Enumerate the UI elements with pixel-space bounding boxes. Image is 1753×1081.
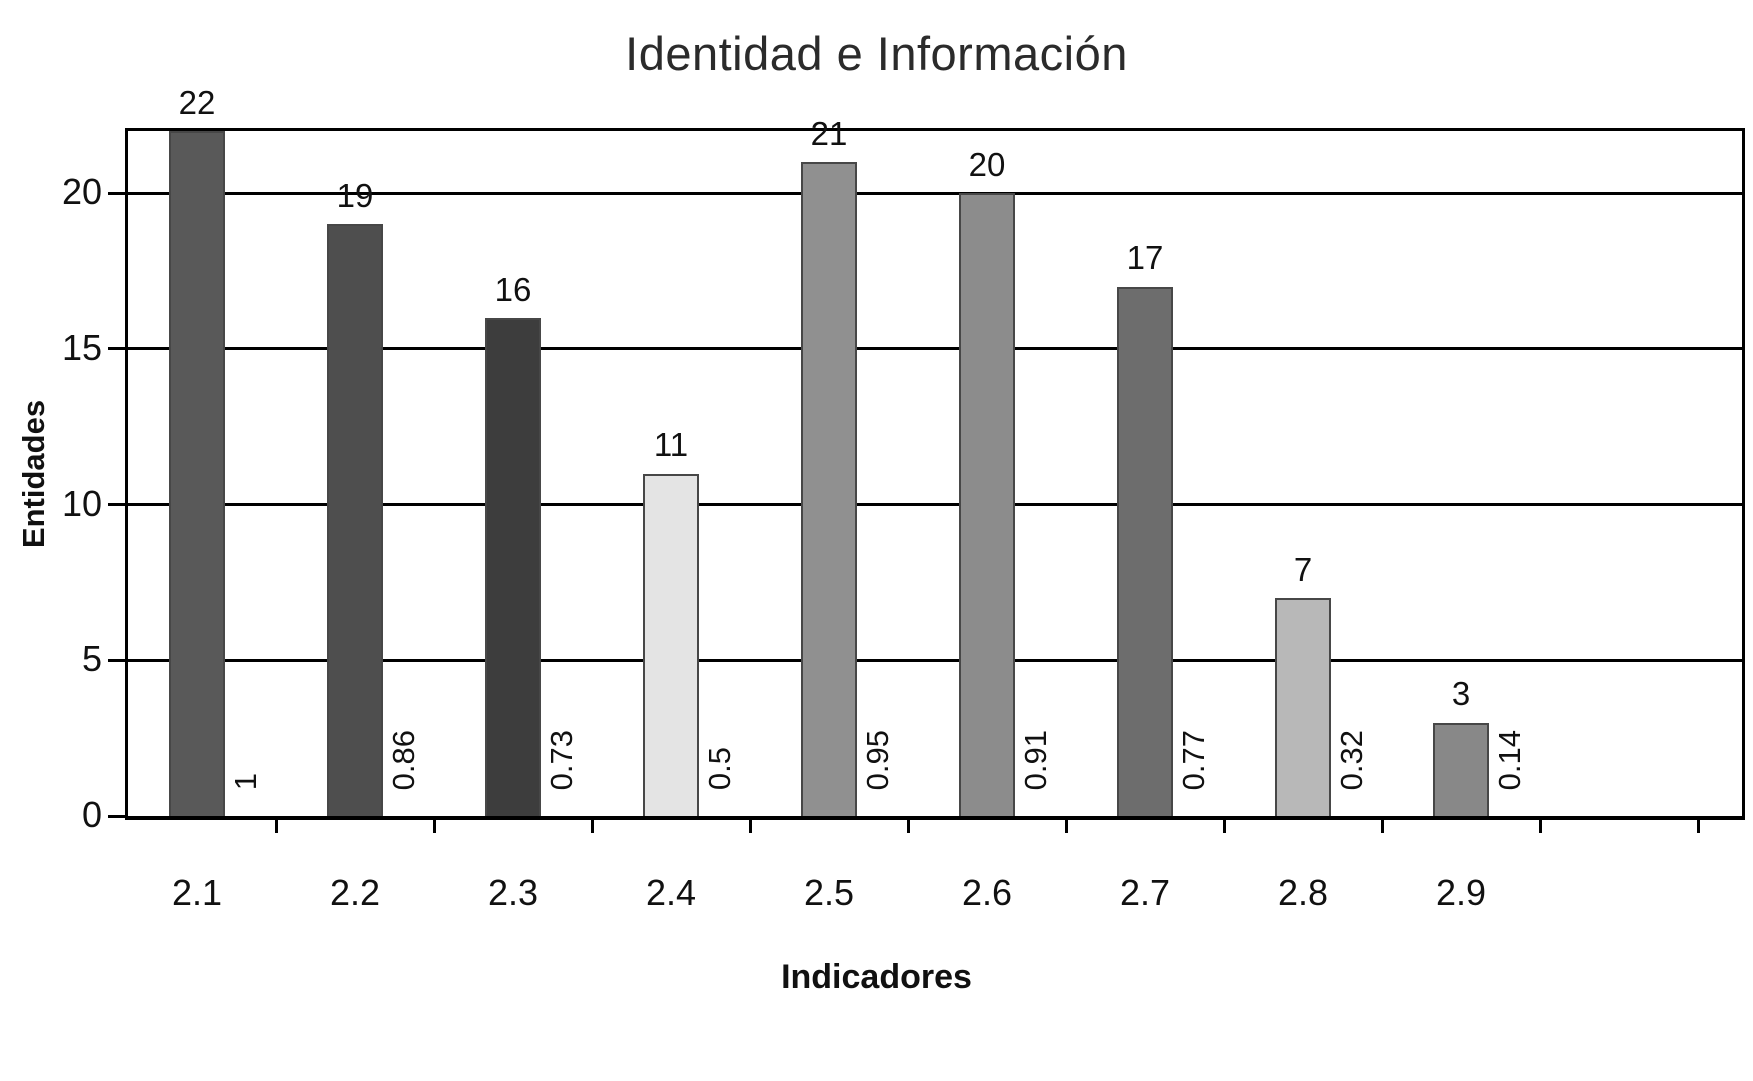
x-tick-mark (1696, 820, 1700, 833)
bar-value-label: 21 (810, 114, 848, 152)
bar-side-label: 0.32 (1334, 729, 1369, 790)
bar (801, 162, 857, 816)
x-tick-label: 2.8 (1277, 872, 1329, 913)
x-tick-label: 2.1 (171, 872, 223, 913)
x-tick-label: 2.2 (329, 872, 381, 913)
x-axis-title: Indicadores (781, 958, 972, 996)
y-tick-label: 15 (61, 326, 102, 368)
x-tick-mark (1538, 820, 1542, 833)
x-tick-mark (432, 820, 436, 833)
bar-value-label: 19 (336, 177, 374, 215)
bar-side-label: 0.95 (860, 729, 895, 790)
x-tick-label: 2.3 (487, 872, 539, 913)
bar (959, 193, 1015, 816)
bar-side-label: 0.91 (1018, 729, 1053, 790)
bar (327, 224, 383, 816)
bar-value-label: 7 (1293, 550, 1313, 588)
y-tick-label: 20 (61, 171, 102, 213)
x-tick-mark (1380, 820, 1384, 833)
chart-title: Identidad e Información (625, 27, 1128, 80)
y-tick-mark (108, 347, 125, 351)
x-tick-mark (1222, 820, 1226, 833)
y-tick-mark (108, 814, 125, 818)
bar-side-label: 0.73 (544, 729, 579, 790)
y-tick-label: 0 (81, 794, 102, 835)
x-tick-label: 2.5 (803, 872, 855, 913)
y-tick-mark (108, 191, 125, 195)
y-tick-mark (108, 503, 125, 507)
bar-side-label: 0.77 (1176, 729, 1211, 790)
gridline (128, 191, 1742, 195)
x-tick-label: 2.4 (645, 872, 697, 913)
bar-value-label: 16 (494, 270, 532, 308)
bar-value-label: 11 (653, 426, 689, 464)
y-axis-title: Entidades (16, 399, 51, 549)
x-tick-label: 2.9 (1435, 872, 1487, 913)
gridline (128, 503, 1742, 507)
y-tick-label: 5 (81, 638, 102, 680)
x-tick-mark (1064, 820, 1068, 833)
plot-area: 22 1 19 0.86 16 0.73 11 0.5 21 0.95 20 0.91 17 0.77 7 0… (125, 84, 1745, 820)
bar-value-label: 20 (968, 145, 1006, 183)
x-tick-mark (274, 820, 278, 833)
x-tick-mark (906, 820, 910, 833)
bar (643, 473, 699, 816)
bar (1275, 598, 1331, 816)
bar (485, 317, 541, 816)
x-tick-label: 2.7 (1119, 872, 1171, 913)
y-tick-mark (108, 658, 125, 662)
x-tick-mark (590, 820, 594, 833)
bar-side-label: 1 (228, 772, 263, 790)
x-tick-label: 2.6 (961, 872, 1013, 913)
bar-side-label: 0.5 (702, 746, 737, 790)
gridline (128, 658, 1742, 662)
gridline (128, 347, 1742, 351)
y-tick-label: 10 (61, 482, 102, 524)
bar-value-label: 17 (1126, 239, 1164, 277)
bar-side-label: 0.14 (1492, 729, 1527, 790)
bar (1117, 286, 1173, 816)
bar (1433, 722, 1489, 816)
bar-side-label: 0.86 (386, 729, 421, 790)
bar-value-label: 22 (178, 83, 216, 121)
bar-value-label: 3 (1451, 675, 1471, 713)
x-tick-mark (748, 820, 752, 833)
bar (169, 131, 225, 816)
